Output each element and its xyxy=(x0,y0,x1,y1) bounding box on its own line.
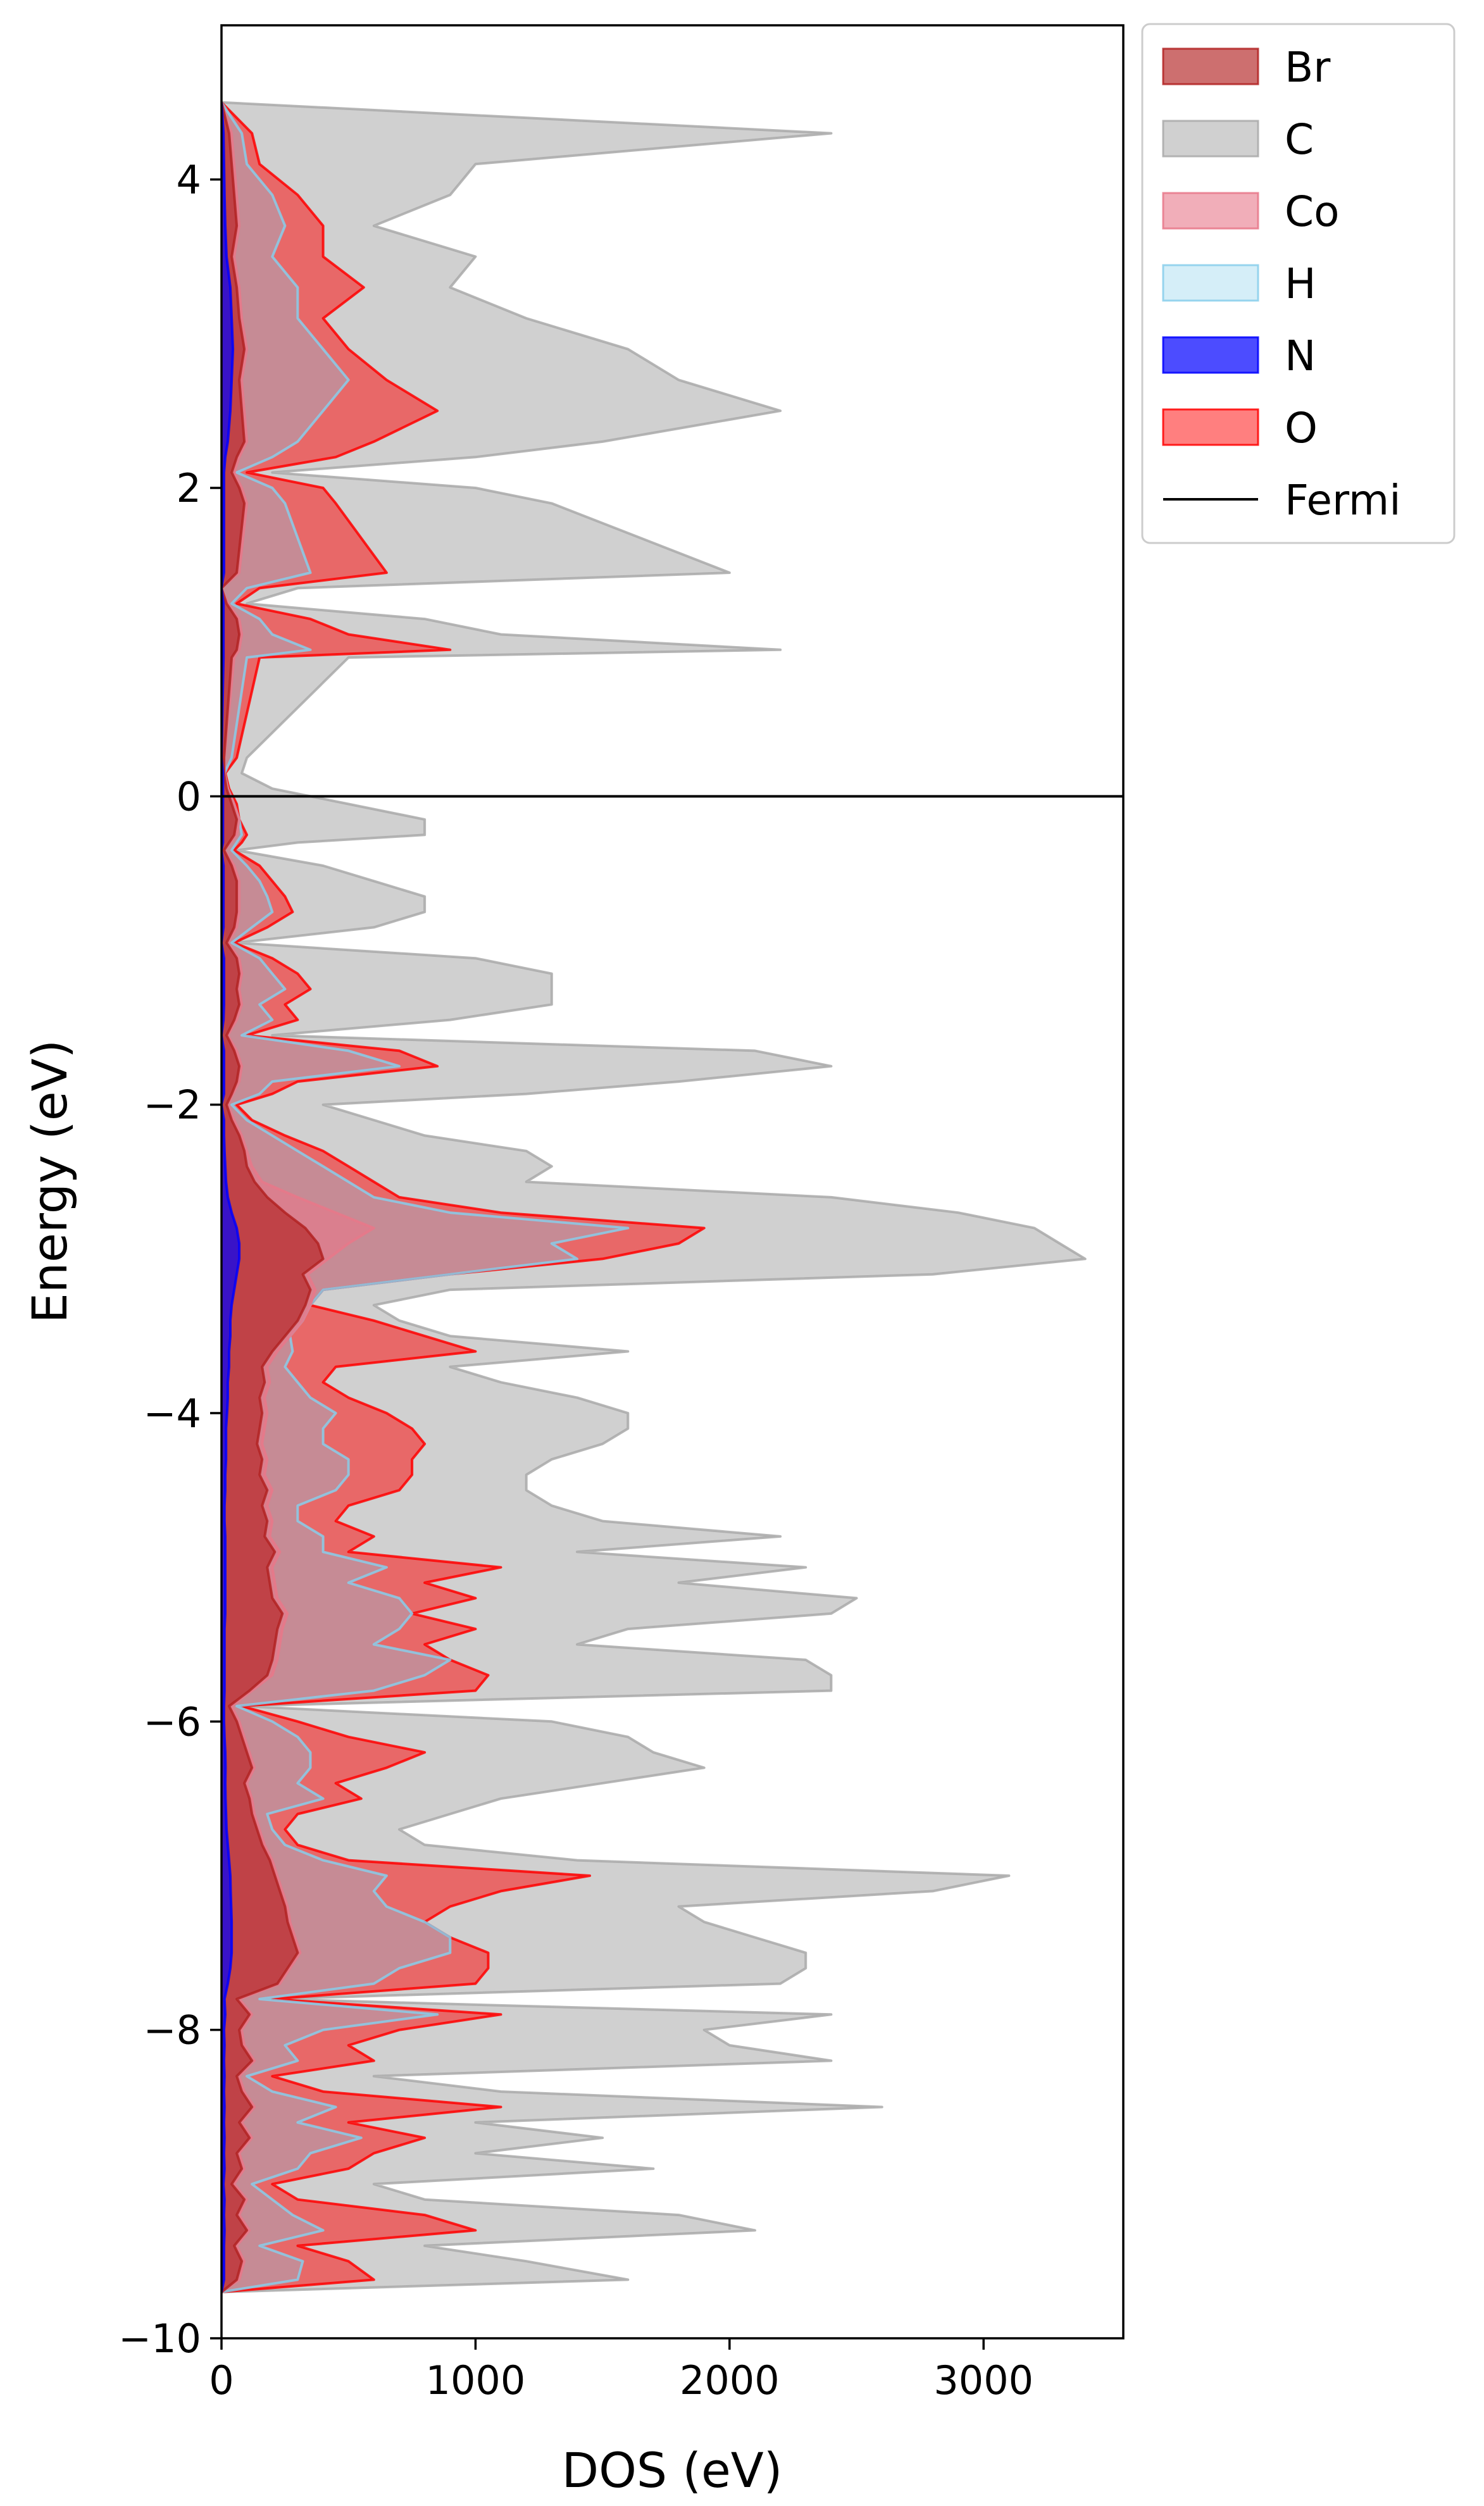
x-tick-label: 3000 xyxy=(933,2357,1033,2403)
legend: Br C Co HNO Fermi xyxy=(1141,23,1456,544)
y-tick-label: −8 xyxy=(144,2007,201,2054)
y-axis-label: Energy (eV) xyxy=(22,1040,78,1323)
legend-swatch-o xyxy=(1162,408,1259,446)
area-n xyxy=(221,102,241,2293)
legend-swatch-br xyxy=(1162,47,1259,85)
y-tick-label: −6 xyxy=(144,1699,201,1745)
y-tick-label: 4 xyxy=(177,157,201,203)
legend-swatch-h xyxy=(1162,264,1259,302)
legend-label-n: N xyxy=(1285,332,1316,380)
y-tick-label: −4 xyxy=(144,1390,201,1437)
y-axis-ticks: −10 −8 −6 −4 −2 0 2 4 xyxy=(118,157,221,2362)
x-tick-label: 1000 xyxy=(426,2357,526,2403)
legend-swatch-n xyxy=(1162,336,1259,374)
x-tick-label: 2000 xyxy=(680,2357,780,2403)
x-tick-label: 0 xyxy=(209,2357,234,2403)
legend-swatch-co xyxy=(1162,192,1259,230)
legend-swatch-c xyxy=(1162,120,1259,158)
y-tick-label: −10 xyxy=(118,2316,201,2362)
dos-areas xyxy=(221,101,1087,2293)
legend-label-br: Br xyxy=(1285,43,1331,92)
y-tick-label: 0 xyxy=(177,773,201,820)
y-tick-label: 2 xyxy=(177,465,201,511)
area-o xyxy=(221,101,706,2293)
legend-label-c: C xyxy=(1285,115,1314,164)
legend-label-o: O xyxy=(1285,404,1318,452)
x-axis-label: DOS (eV) xyxy=(562,2442,783,2498)
legend-label-fermi: Fermi xyxy=(1285,476,1401,525)
plot-frame xyxy=(220,24,1125,2340)
legend-label-h: H xyxy=(1285,259,1316,308)
legend-label-co: Co xyxy=(1285,187,1339,236)
y-tick-label: −2 xyxy=(144,1082,201,1128)
x-axis-ticks: 0 1000 2000 3000 xyxy=(209,2338,1033,2403)
